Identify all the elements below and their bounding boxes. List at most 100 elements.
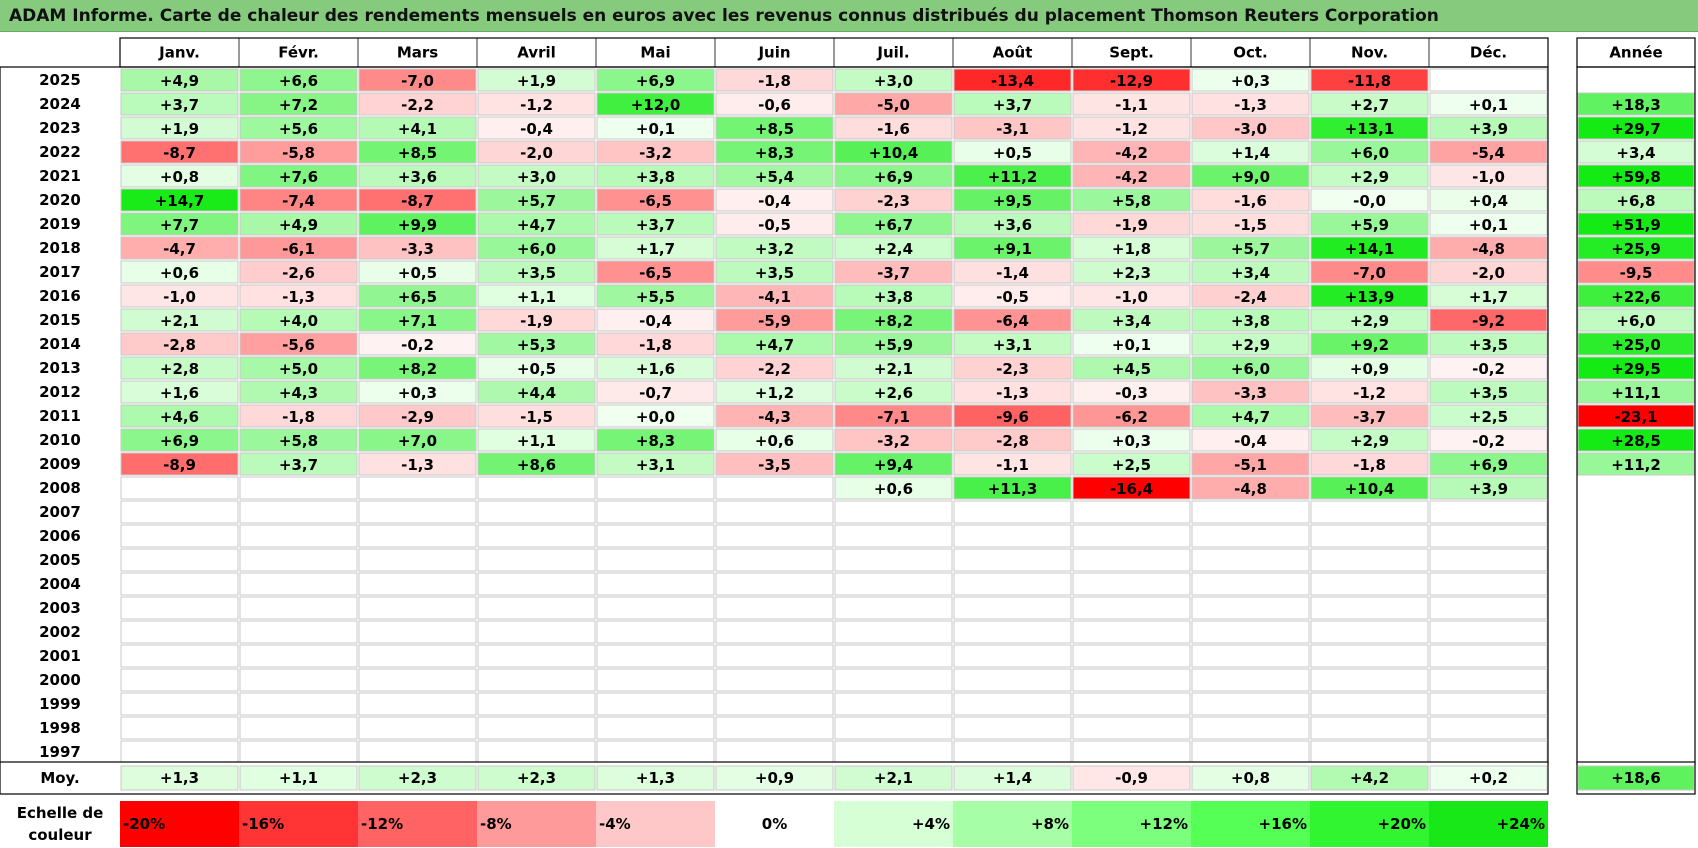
- cell-value-label: -1,2: [520, 96, 553, 114]
- heatmap-cell: [358, 356, 477, 380]
- heatmap-cell: [1191, 308, 1310, 332]
- heatmap-cell: [1191, 140, 1310, 164]
- heatmap-cell: [596, 380, 715, 404]
- annual-cell: [1577, 428, 1695, 452]
- cell-value-label: +11,2: [988, 168, 1038, 186]
- annual-value-label: -9,5: [1620, 264, 1653, 282]
- year-label: 2008: [39, 479, 81, 497]
- annual-cell: [1577, 140, 1695, 164]
- cell-value-label: -0,2: [1472, 360, 1505, 378]
- heatmap-cell: [120, 236, 239, 260]
- year-label: 2016: [39, 287, 81, 305]
- heatmap-cell: [1310, 548, 1429, 572]
- heatmap-cell: [596, 644, 715, 668]
- month-header-label: Mai: [640, 44, 670, 62]
- heatmap-cell: [1429, 188, 1548, 212]
- cell-value-label: -1,0: [1115, 288, 1148, 306]
- heatmap-cell: [1310, 452, 1429, 476]
- cell-value-label: +4,5: [1112, 360, 1151, 378]
- heatmap-cell: [1191, 644, 1310, 668]
- heatmap-cell: [953, 428, 1072, 452]
- heatmap-cell: [834, 92, 953, 116]
- heatmap-cell: [1072, 212, 1191, 236]
- cell-value-label: +5,6: [279, 120, 318, 138]
- heatmap-cell: [477, 572, 596, 596]
- heatmap-cell: [477, 428, 596, 452]
- legend-swatch: [239, 801, 358, 847]
- heatmap-cell: [120, 380, 239, 404]
- cell-value-label: -1,9: [520, 312, 553, 330]
- cell-value-label: +2,9: [1350, 432, 1389, 450]
- heatmap-cell: [120, 596, 239, 620]
- year-label: 2021: [39, 167, 81, 185]
- heatmap-cell: [120, 668, 239, 692]
- cell-value-label: +3,5: [1469, 384, 1508, 402]
- annual-value-label: +6,8: [1616, 192, 1655, 210]
- heatmap-cell: [834, 380, 953, 404]
- heatmap-cell: [239, 740, 358, 764]
- cell-value-label: -12,9: [1110, 72, 1153, 90]
- heatmap-cell: [1072, 692, 1191, 716]
- heatmap-cell: [715, 692, 834, 716]
- heatmap-cell: [477, 236, 596, 260]
- heatmap-cell: [953, 644, 1072, 668]
- heatmap-cell: [596, 740, 715, 764]
- heatmap-cell: [239, 188, 358, 212]
- cell-value-label: +3,5: [1469, 336, 1508, 354]
- heatmap-cell: [953, 740, 1072, 764]
- cell-value-label: +3,7: [279, 456, 318, 474]
- heatmap-cell: [239, 236, 358, 260]
- cell-value-label: +5,9: [874, 336, 913, 354]
- cell-value-label: -3,2: [877, 432, 910, 450]
- heatmap-cell: [239, 116, 358, 140]
- heatmap-cell: [1310, 596, 1429, 620]
- heatmap-cell: [358, 140, 477, 164]
- cell-value-label: +14,1: [1345, 240, 1395, 258]
- heatmap-cell: [1072, 308, 1191, 332]
- heatmap-cell: [1429, 500, 1548, 524]
- heatmap-cell: [1191, 500, 1310, 524]
- heatmap-cell: [596, 68, 715, 92]
- heatmap-cell: [1191, 476, 1310, 500]
- heatmap-cell: [1191, 452, 1310, 476]
- cell-value-label: -8,9: [163, 456, 196, 474]
- cell-value-label: +0,1: [1112, 336, 1151, 354]
- heatmap-cell: [239, 404, 358, 428]
- heatmap-cell: [239, 716, 358, 740]
- cell-value-label: -11,8: [1348, 72, 1391, 90]
- heatmap-cell: [1429, 260, 1548, 284]
- heatmap-cell: [1429, 716, 1548, 740]
- month-header-label: Juin: [757, 44, 790, 62]
- cell-value-label: +3,9: [1469, 120, 1508, 138]
- heatmap-cell: [358, 236, 477, 260]
- cell-value-label: -2,4: [1234, 288, 1267, 306]
- heatmap-cell: [477, 620, 596, 644]
- heatmap-cell: [477, 332, 596, 356]
- cell-value-label: -0,5: [758, 216, 791, 234]
- cell-value-label: +0,3: [398, 384, 437, 402]
- heatmap-cell: [953, 596, 1072, 620]
- cell-value-label: -3,1: [996, 120, 1029, 138]
- heatmap-cell: [715, 284, 834, 308]
- heatmap-cell: [715, 116, 834, 140]
- heatmap-cell: [1429, 308, 1548, 332]
- heatmap-cell: [596, 212, 715, 236]
- cell-value-label: -2,0: [1472, 264, 1505, 282]
- cell-value-label: +4,7: [755, 336, 794, 354]
- cell-value-label: -0,3: [1115, 384, 1148, 402]
- cell-value-label: +11,3: [988, 480, 1038, 498]
- cell-value-label: +12,0: [631, 96, 681, 114]
- heatmap-cell: [1191, 68, 1310, 92]
- heatmap-cell: [1310, 524, 1429, 548]
- cell-value-label: +5,3: [517, 336, 556, 354]
- heatmap-cell: [1191, 332, 1310, 356]
- year-label: 1998: [39, 719, 81, 737]
- heatmap-cell: [596, 452, 715, 476]
- heatmap-cell: [834, 476, 953, 500]
- heatmap-cell: [834, 140, 953, 164]
- cell-value-label: +4,7: [1231, 408, 1270, 426]
- heatmap-cell: [1310, 140, 1429, 164]
- heatmap-cell: [1191, 596, 1310, 620]
- heatmap-cell: [953, 212, 1072, 236]
- heatmap-cell: [1072, 716, 1191, 740]
